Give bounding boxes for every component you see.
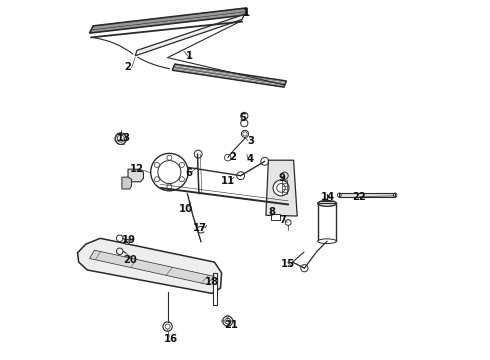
Circle shape [222,316,233,326]
Text: 21: 21 [225,320,239,330]
Text: 2: 2 [124,62,131,72]
Text: 9: 9 [279,173,286,183]
Polygon shape [90,8,247,33]
Circle shape [221,320,224,322]
Circle shape [154,162,159,167]
Text: 12: 12 [130,164,144,174]
Circle shape [179,162,184,167]
Polygon shape [122,177,132,189]
Polygon shape [172,64,286,87]
Circle shape [232,320,234,322]
Polygon shape [266,160,297,216]
Text: 14: 14 [320,192,335,202]
Circle shape [154,177,159,182]
Circle shape [237,172,245,180]
Circle shape [224,154,231,161]
Circle shape [227,325,229,327]
Circle shape [261,157,269,165]
Text: 13: 13 [117,132,131,143]
Text: 16: 16 [164,334,178,344]
Bar [213,273,217,305]
Text: 10: 10 [178,204,193,214]
Text: 19: 19 [122,235,136,246]
Text: 15: 15 [280,258,294,269]
Circle shape [194,150,202,158]
Text: 3: 3 [247,136,254,146]
Circle shape [163,322,172,331]
Text: 17: 17 [193,222,207,233]
Circle shape [167,155,172,160]
Text: 4: 4 [247,154,254,164]
Circle shape [281,180,288,186]
Text: 6: 6 [186,168,193,178]
Polygon shape [128,169,144,182]
Polygon shape [77,238,221,293]
Circle shape [227,315,229,317]
Text: 22: 22 [353,192,367,202]
Circle shape [301,265,308,272]
Circle shape [179,177,184,182]
Text: 2: 2 [229,152,236,162]
Ellipse shape [318,239,337,244]
Bar [271,214,280,220]
Text: 11: 11 [221,176,235,186]
Circle shape [273,180,289,196]
Text: 20: 20 [123,255,137,265]
Circle shape [285,220,291,225]
Text: 1: 1 [243,8,250,18]
Circle shape [282,200,291,209]
Circle shape [167,184,172,189]
Circle shape [281,176,288,183]
Text: 7: 7 [279,215,286,225]
Text: 8: 8 [268,207,275,217]
Circle shape [124,239,129,244]
Circle shape [281,172,288,179]
Text: 1: 1 [186,51,193,61]
Bar [318,203,337,241]
Text: 5: 5 [239,113,246,123]
Polygon shape [90,250,215,284]
Polygon shape [135,14,245,56]
Bar [339,193,395,197]
Text: 18: 18 [205,276,219,287]
